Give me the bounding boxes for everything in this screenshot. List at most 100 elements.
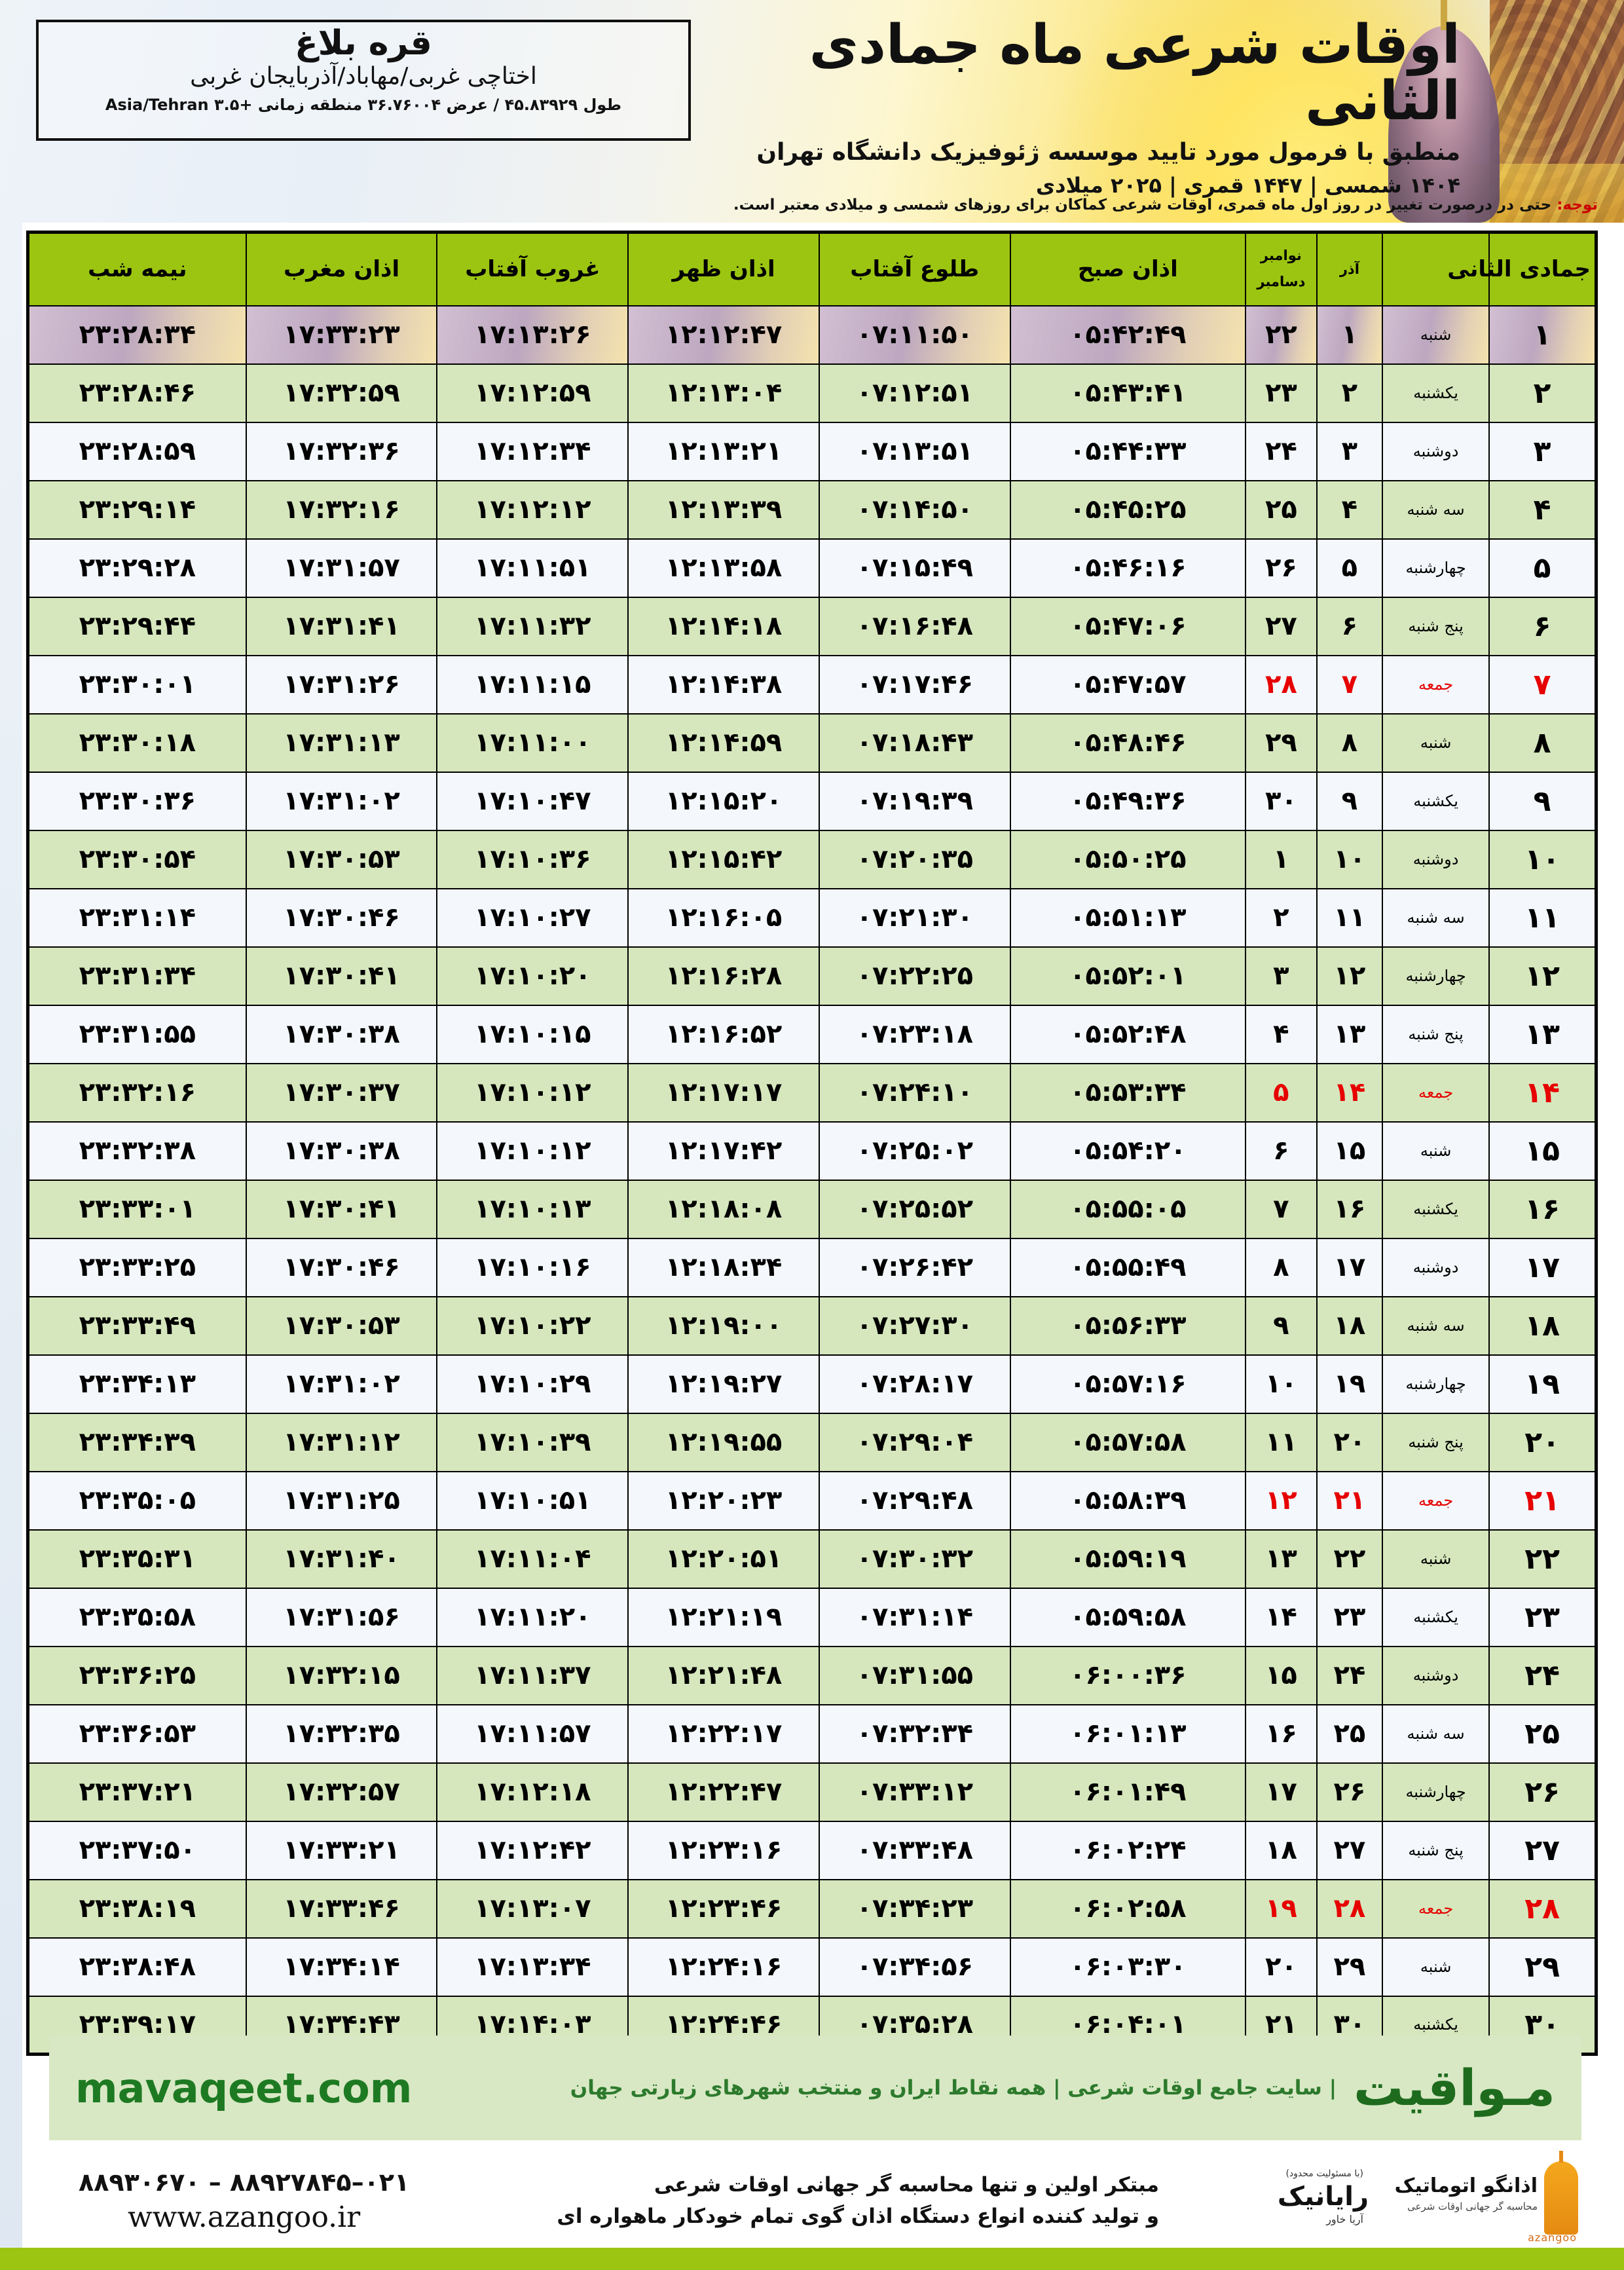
dhuhr-time-cell: ۱۲:۱۳:۲۱ xyxy=(627,421,820,481)
mavaqeet-domain[interactable]: mavaqeet.com xyxy=(75,2064,413,2112)
sunrise-time-cell: ۰۷:۱۷:۴۶ xyxy=(818,654,1011,715)
lunar-day-cell: ۲۱ xyxy=(1488,1470,1597,1531)
fajr-time-cell: ۰۶:۰۰:۳۶ xyxy=(1009,1645,1246,1705)
lunar-day-cell: ۱۴ xyxy=(1488,1062,1597,1123)
maghrib-time-cell: ۱۷:۳۰:۵۳ xyxy=(245,829,438,889)
dhuhr-time-cell: ۱۲:۲۳:۱۶ xyxy=(627,1820,820,1880)
maghrib-time-cell: ۱۷:۳۰:۴۶ xyxy=(245,1237,438,1297)
calendar-date-line: ۱۴۰۴ شمسی | ۱۴۴۷ قمری | ۲۰۲۵ میلادی xyxy=(1035,172,1460,198)
azangoo-logo-en: azangoo xyxy=(1528,2231,1577,2244)
sunset-time-cell: ۱۷:۱۲:۴۲ xyxy=(436,1820,629,1880)
maghrib-time-cell: ۱۷:۳۰:۳۸ xyxy=(245,1004,438,1064)
gregorian-day-cell: ۲۲ xyxy=(1244,305,1318,365)
weekday-cell: جمعه xyxy=(1381,1062,1490,1123)
table-row: ۲ یکشنبه ۲ ۲۳ ۰۵:۴۳:۴۱ ۰۷:۱۲:۵۱ ۱۲:۱۳:۰۴ ۱۷:۱۲:… xyxy=(27,363,1597,423)
rayanic-logo: (با مسئولیت محدود) رایانیک آریا خاور xyxy=(1205,2165,1369,2237)
maghrib-time-cell: ۱۷:۳۱:۰۲ xyxy=(245,771,438,831)
dhuhr-time-cell: ۱۲:۲۲:۴۷ xyxy=(627,1762,820,1822)
weekday-cell: شنبه xyxy=(1381,305,1490,365)
maghrib-time-cell: ۱۷:۳۲:۱۶ xyxy=(245,479,438,540)
midnight-time-cell: ۲۳:۲۸:۳۴ xyxy=(27,305,247,365)
midnight-time-cell: ۲۳:۳۳:۴۹ xyxy=(27,1295,247,1356)
maghrib-time-cell: ۱۷:۳۰:۴۶ xyxy=(245,887,438,948)
weekday-cell: سه شنبه xyxy=(1381,479,1490,540)
contact-website[interactable]: www.azangoo.ir xyxy=(127,2200,361,2234)
fajr-time-cell: ۰۵:۵۹:۱۹ xyxy=(1009,1529,1246,1589)
fajr-time-cell: ۰۶:۰۲:۲۴ xyxy=(1009,1820,1246,1880)
prayer-times-table: جمادی الثانی آذر نوامبر دسامبر اذان صبح … xyxy=(26,231,1598,2056)
fajr-time-cell: ۰۵:۵۸:۳۹ xyxy=(1009,1470,1246,1531)
maghrib-time-cell: ۱۷:۳۲:۱۵ xyxy=(245,1645,438,1705)
fajr-time-cell: ۰۵:۵۳:۳۴ xyxy=(1009,1062,1246,1123)
fajr-time-cell: ۰۵:۵۵:۰۵ xyxy=(1009,1179,1246,1239)
fajr-time-cell: ۰۵:۵۴:۲۰ xyxy=(1009,1121,1246,1181)
azar-day-cell: ۲۸ xyxy=(1316,1878,1383,1939)
weekday-cell: چهارشنبه xyxy=(1381,538,1490,598)
azar-day-cell: ۱۲ xyxy=(1316,946,1383,1006)
gregorian-day-cell: ۷ xyxy=(1244,1179,1318,1239)
gregorian-day-cell: ۳۰ xyxy=(1244,771,1318,831)
sunset-time-cell: ۱۷:۱۰:۱۶ xyxy=(436,1237,629,1297)
sunrise-time-cell: ۰۷:۳۳:۴۸ xyxy=(818,1820,1011,1880)
maghrib-time-cell: ۱۷:۳۱:۲۶ xyxy=(245,654,438,715)
sunrise-time-cell: ۰۷:۱۵:۴۹ xyxy=(818,538,1011,598)
azar-day-cell: ۲۵ xyxy=(1316,1703,1383,1764)
sunset-time-cell: ۱۷:۱۰:۱۳ xyxy=(436,1179,629,1239)
page-subtitle: منطبق با فرمول مورد تایید موسسه ژئوفیزیک… xyxy=(756,139,1460,166)
table-row: ۱۳ پنج شنبه ۱۳ ۴ ۰۵:۵۲:۴۸ ۰۷:۲۳:۱۸ ۱۲:۱۶:۵۲ ۱۷:… xyxy=(27,1004,1597,1064)
sunrise-time-cell: ۰۷:۱۹:۳۹ xyxy=(818,771,1011,831)
mavaqeet-brand-fa: مـواقیت xyxy=(1354,2058,1555,2117)
maghrib-time-cell: ۱۷:۳۰:۴۱ xyxy=(245,1179,438,1239)
dhuhr-time-cell: ۱۲:۱۷:۴۲ xyxy=(627,1121,820,1181)
lunar-day-cell: ۱۰ xyxy=(1488,829,1597,889)
sunset-time-cell: ۱۷:۱۰:۱۲ xyxy=(436,1062,629,1123)
sunrise-time-cell: ۰۷:۳۳:۱۲ xyxy=(818,1762,1011,1822)
table-row: ۲۴ دوشنبه ۲۴ ۱۵ ۰۶:۰۰:۳۶ ۰۷:۳۱:۵۵ ۱۲:۲۱:۴۸ ۱۷:۱… xyxy=(27,1645,1597,1705)
sunrise-time-cell: ۰۷:۳۴:۲۳ xyxy=(818,1878,1011,1939)
fajr-time-cell: ۰۵:۵۷:۵۸ xyxy=(1009,1412,1246,1472)
azar-day-cell: ۱۹ xyxy=(1316,1354,1383,1414)
maghrib-time-cell: ۱۷:۳۱:۲۵ xyxy=(245,1470,438,1531)
column-header-gregorian-december: دسامبر xyxy=(1257,274,1306,290)
lunar-day-cell: ۲۶ xyxy=(1488,1762,1597,1822)
table-row: ۱۶ یکشنبه ۱۶ ۷ ۰۵:۵۵:۰۵ ۰۷:۲۵:۵۲ ۱۲:۱۸:۰۸ ۱۷:۱۰… xyxy=(27,1179,1597,1239)
gregorian-day-cell: ۱۴ xyxy=(1244,1587,1318,1647)
lunar-day-cell: ۲۷ xyxy=(1488,1820,1597,1880)
column-header-sunrise: طلوع آفتاب xyxy=(818,231,1011,307)
column-header-fajr: اذان صبح xyxy=(1009,231,1246,307)
dhuhr-time-cell: ۱۲:۱۹:۵۵ xyxy=(627,1412,820,1472)
page-left-edge xyxy=(0,0,22,2270)
gregorian-day-cell: ۳ xyxy=(1244,946,1318,1006)
sunset-time-cell: ۱۷:۱۳:۲۶ xyxy=(436,305,629,365)
sunrise-time-cell: ۰۷:۲۰:۳۵ xyxy=(818,829,1011,889)
midnight-time-cell: ۲۳:۲۹:۴۴ xyxy=(27,596,247,656)
slogan-line-2: و تولید کننده انواع دستگاه اذان گوی تمام… xyxy=(557,2205,1159,2228)
azar-day-cell: ۸ xyxy=(1316,713,1383,773)
weekday-cell: پنج شنبه xyxy=(1381,1820,1490,1880)
fajr-time-cell: ۰۵:۵۰:۲۵ xyxy=(1009,829,1246,889)
table-row: ۲۶ چهارشنبه ۲۶ ۱۷ ۰۶:۰۱:۴۹ ۰۷:۳۳:۱۲ ۱۲:۲۲:۴۷ ۱۷… xyxy=(27,1762,1597,1822)
lunar-day-cell: ۲۸ xyxy=(1488,1878,1597,1939)
gregorian-day-cell: ۱۶ xyxy=(1244,1703,1318,1764)
sunset-time-cell: ۱۷:۱۳:۳۴ xyxy=(436,1937,629,1997)
maghrib-time-cell: ۱۷:۳۰:۳۷ xyxy=(245,1062,438,1123)
weekday-cell: چهارشنبه xyxy=(1381,1354,1490,1414)
gregorian-day-cell: ۱۲ xyxy=(1244,1470,1318,1531)
gregorian-day-cell: ۲ xyxy=(1244,887,1318,948)
weekday-cell: یکشنبه xyxy=(1381,1179,1490,1239)
azar-day-cell: ۲۳ xyxy=(1316,1587,1383,1647)
dhuhr-time-cell: ۱۲:۱۶:۵۲ xyxy=(627,1004,820,1064)
gregorian-day-cell: ۲۹ xyxy=(1244,713,1318,773)
sunrise-time-cell: ۰۷:۲۵:۵۲ xyxy=(818,1179,1011,1239)
weekday-cell: جمعه xyxy=(1381,654,1490,715)
gregorian-day-cell: ۲۴ xyxy=(1244,421,1318,481)
maghrib-time-cell: ۱۷:۳۱:۱۲ xyxy=(245,1412,438,1472)
sunset-time-cell: ۱۷:۱۱:۰۴ xyxy=(436,1529,629,1589)
gregorian-day-cell: ۲۸ xyxy=(1244,654,1318,715)
fajr-time-cell: ۰۵:۵۲:۴۸ xyxy=(1009,1004,1246,1064)
table-row: ۲۰ پنج شنبه ۲۰ ۱۱ ۰۵:۵۷:۵۸ ۰۷:۲۹:۰۴ ۱۲:۱۹:۵۵ ۱۷… xyxy=(27,1412,1597,1472)
dhuhr-time-cell: ۱۲:۱۸:۳۴ xyxy=(627,1237,820,1297)
sunrise-time-cell: ۰۷:۳۱:۱۴ xyxy=(818,1587,1011,1647)
maghrib-time-cell: ۱۷:۳۱:۰۲ xyxy=(245,1354,438,1414)
fajr-time-cell: ۰۵:۴۲:۴۹ xyxy=(1009,305,1246,365)
